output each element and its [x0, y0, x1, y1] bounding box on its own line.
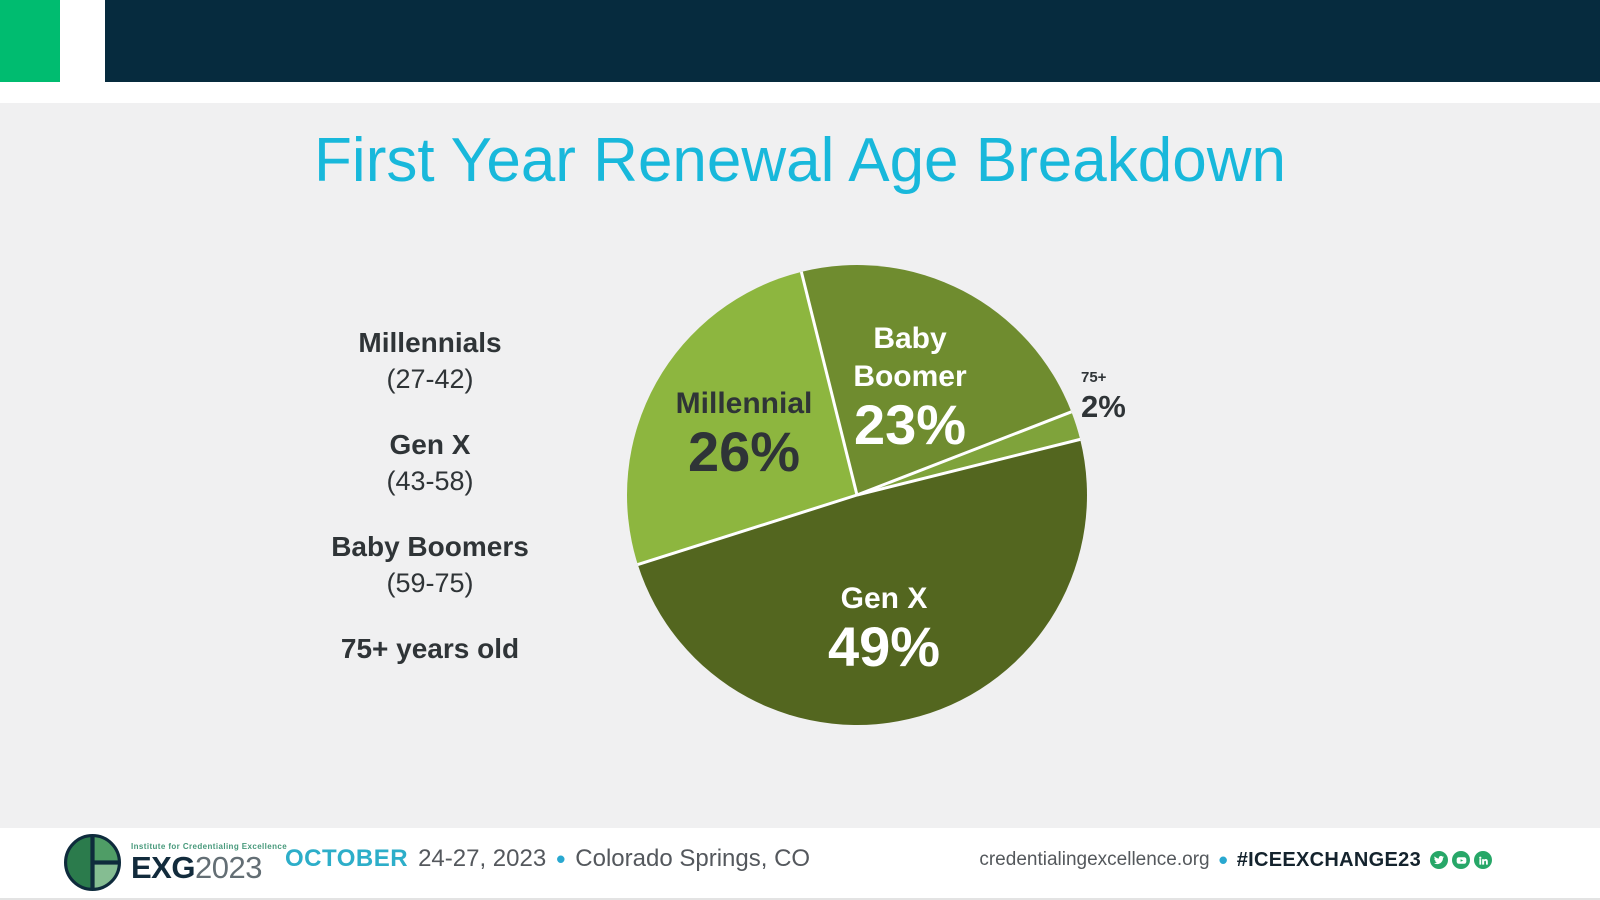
- slice-name: Gen X: [840, 582, 928, 615]
- legend-range: (27-42): [386, 364, 474, 394]
- logo-brand-name: EXG: [131, 850, 195, 885]
- pie-separator-line: [856, 437, 1081, 497]
- pie-separator-line: [637, 493, 858, 566]
- separator-dot: •: [556, 844, 566, 874]
- slice-percent: 26%: [687, 420, 801, 483]
- legend-label: 75+ years old: [340, 633, 520, 664]
- logo-brand: EXG2023: [131, 852, 287, 883]
- pie-separator-line: [799, 271, 859, 496]
- event-dates: 24-27, 2023: [418, 845, 547, 872]
- footer-site-url: credentialingexcellence.org: [979, 849, 1210, 870]
- event-info: OCTOBER 24-27, 2023 • Colorado Springs, …: [285, 845, 810, 873]
- millennial-slice-label: Millennial 26%: [619, 385, 869, 481]
- header-bar: [105, 0, 1600, 82]
- social-icons: [1430, 851, 1492, 869]
- separator-dot: •: [1218, 845, 1228, 875]
- page-title: First Year Renewal Age Breakdown: [314, 126, 1286, 195]
- legend-item-babyboomers: Baby Boomers (59-75): [310, 529, 550, 601]
- baby-boomer-slice-label: Baby Boomer 23%: [785, 320, 1035, 454]
- logo-brand-year: 2023: [194, 850, 262, 885]
- pie-slice-gen-x: [637, 439, 1087, 725]
- youtube-icon[interactable]: [1452, 851, 1470, 869]
- legend-item-75plus: 75+ years old: [310, 631, 550, 667]
- event-month: OCTOBER: [285, 845, 409, 872]
- twitter-icon[interactable]: [1430, 851, 1448, 869]
- logo-tagline: Institute for Credentialing Excellence: [131, 842, 288, 851]
- slice-name: 75+: [1081, 369, 1107, 386]
- slice-percent: 2%: [1081, 389, 1126, 424]
- gen-x-slice-label: Gen X 49%: [759, 580, 1009, 676]
- footer-links: credentialingexcellence.org • #ICEEXCHAN…: [979, 845, 1492, 875]
- pie-chart: [627, 265, 1087, 725]
- pie-separator-line: [856, 410, 1072, 497]
- legend-range: (43-58): [386, 466, 474, 496]
- footer-hashtag: #ICEEXCHANGE23: [1236, 848, 1421, 871]
- legend-item-genx: Gen X (43-58): [310, 427, 550, 499]
- exg-logo: Institute for Credentialing Excellence E…: [64, 834, 287, 891]
- slice-name: Boomer: [853, 360, 967, 393]
- logo-text: Institute for Credentialing Excellence E…: [131, 842, 287, 883]
- legend-item-millennials: Millennials (27-42): [310, 325, 550, 397]
- exg-logo-icon: [64, 834, 121, 891]
- slice-percent: 49%: [827, 615, 941, 678]
- footer: Institute for Credentialing Excellence E…: [0, 828, 1600, 900]
- legend-range: (59-75): [386, 568, 474, 598]
- pie-slice-millennial: [627, 271, 857, 565]
- linkedin-icon[interactable]: [1474, 851, 1492, 869]
- legend-label: Baby Boomers: [331, 531, 529, 562]
- slide-content: First Year Renewal Age Breakdown Millenn…: [0, 103, 1600, 828]
- slice-percent: 23%: [853, 393, 967, 456]
- footer-bottom-line: [0, 898, 1600, 900]
- age-legend: Millennials (27-42) Gen X (43-58) Baby B…: [310, 325, 550, 697]
- legend-label: Gen X: [389, 429, 471, 460]
- slice-name: Baby: [873, 322, 947, 355]
- legend-label: Millennials: [358, 327, 502, 358]
- brand-accent-square: [0, 0, 60, 82]
- seventy-five-plus-slice-label: 75+ 2%: [1081, 369, 1201, 424]
- slice-name: Millennial: [675, 387, 813, 420]
- event-location: Colorado Springs, CO: [575, 845, 811, 872]
